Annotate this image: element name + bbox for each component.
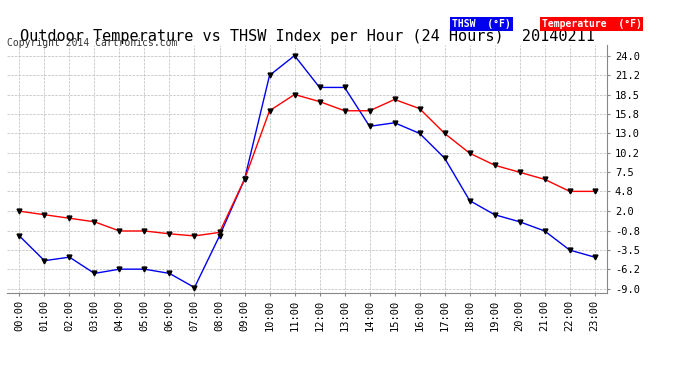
Title: Outdoor Temperature vs THSW Index per Hour (24 Hours)  20140211: Outdoor Temperature vs THSW Index per Ho… <box>19 29 595 44</box>
Text: Copyright 2014 Cartronics.com: Copyright 2014 Cartronics.com <box>7 38 177 48</box>
Text: THSW  (°F): THSW (°F) <box>452 20 511 29</box>
Text: Temperature  (°F): Temperature (°F) <box>542 20 642 29</box>
